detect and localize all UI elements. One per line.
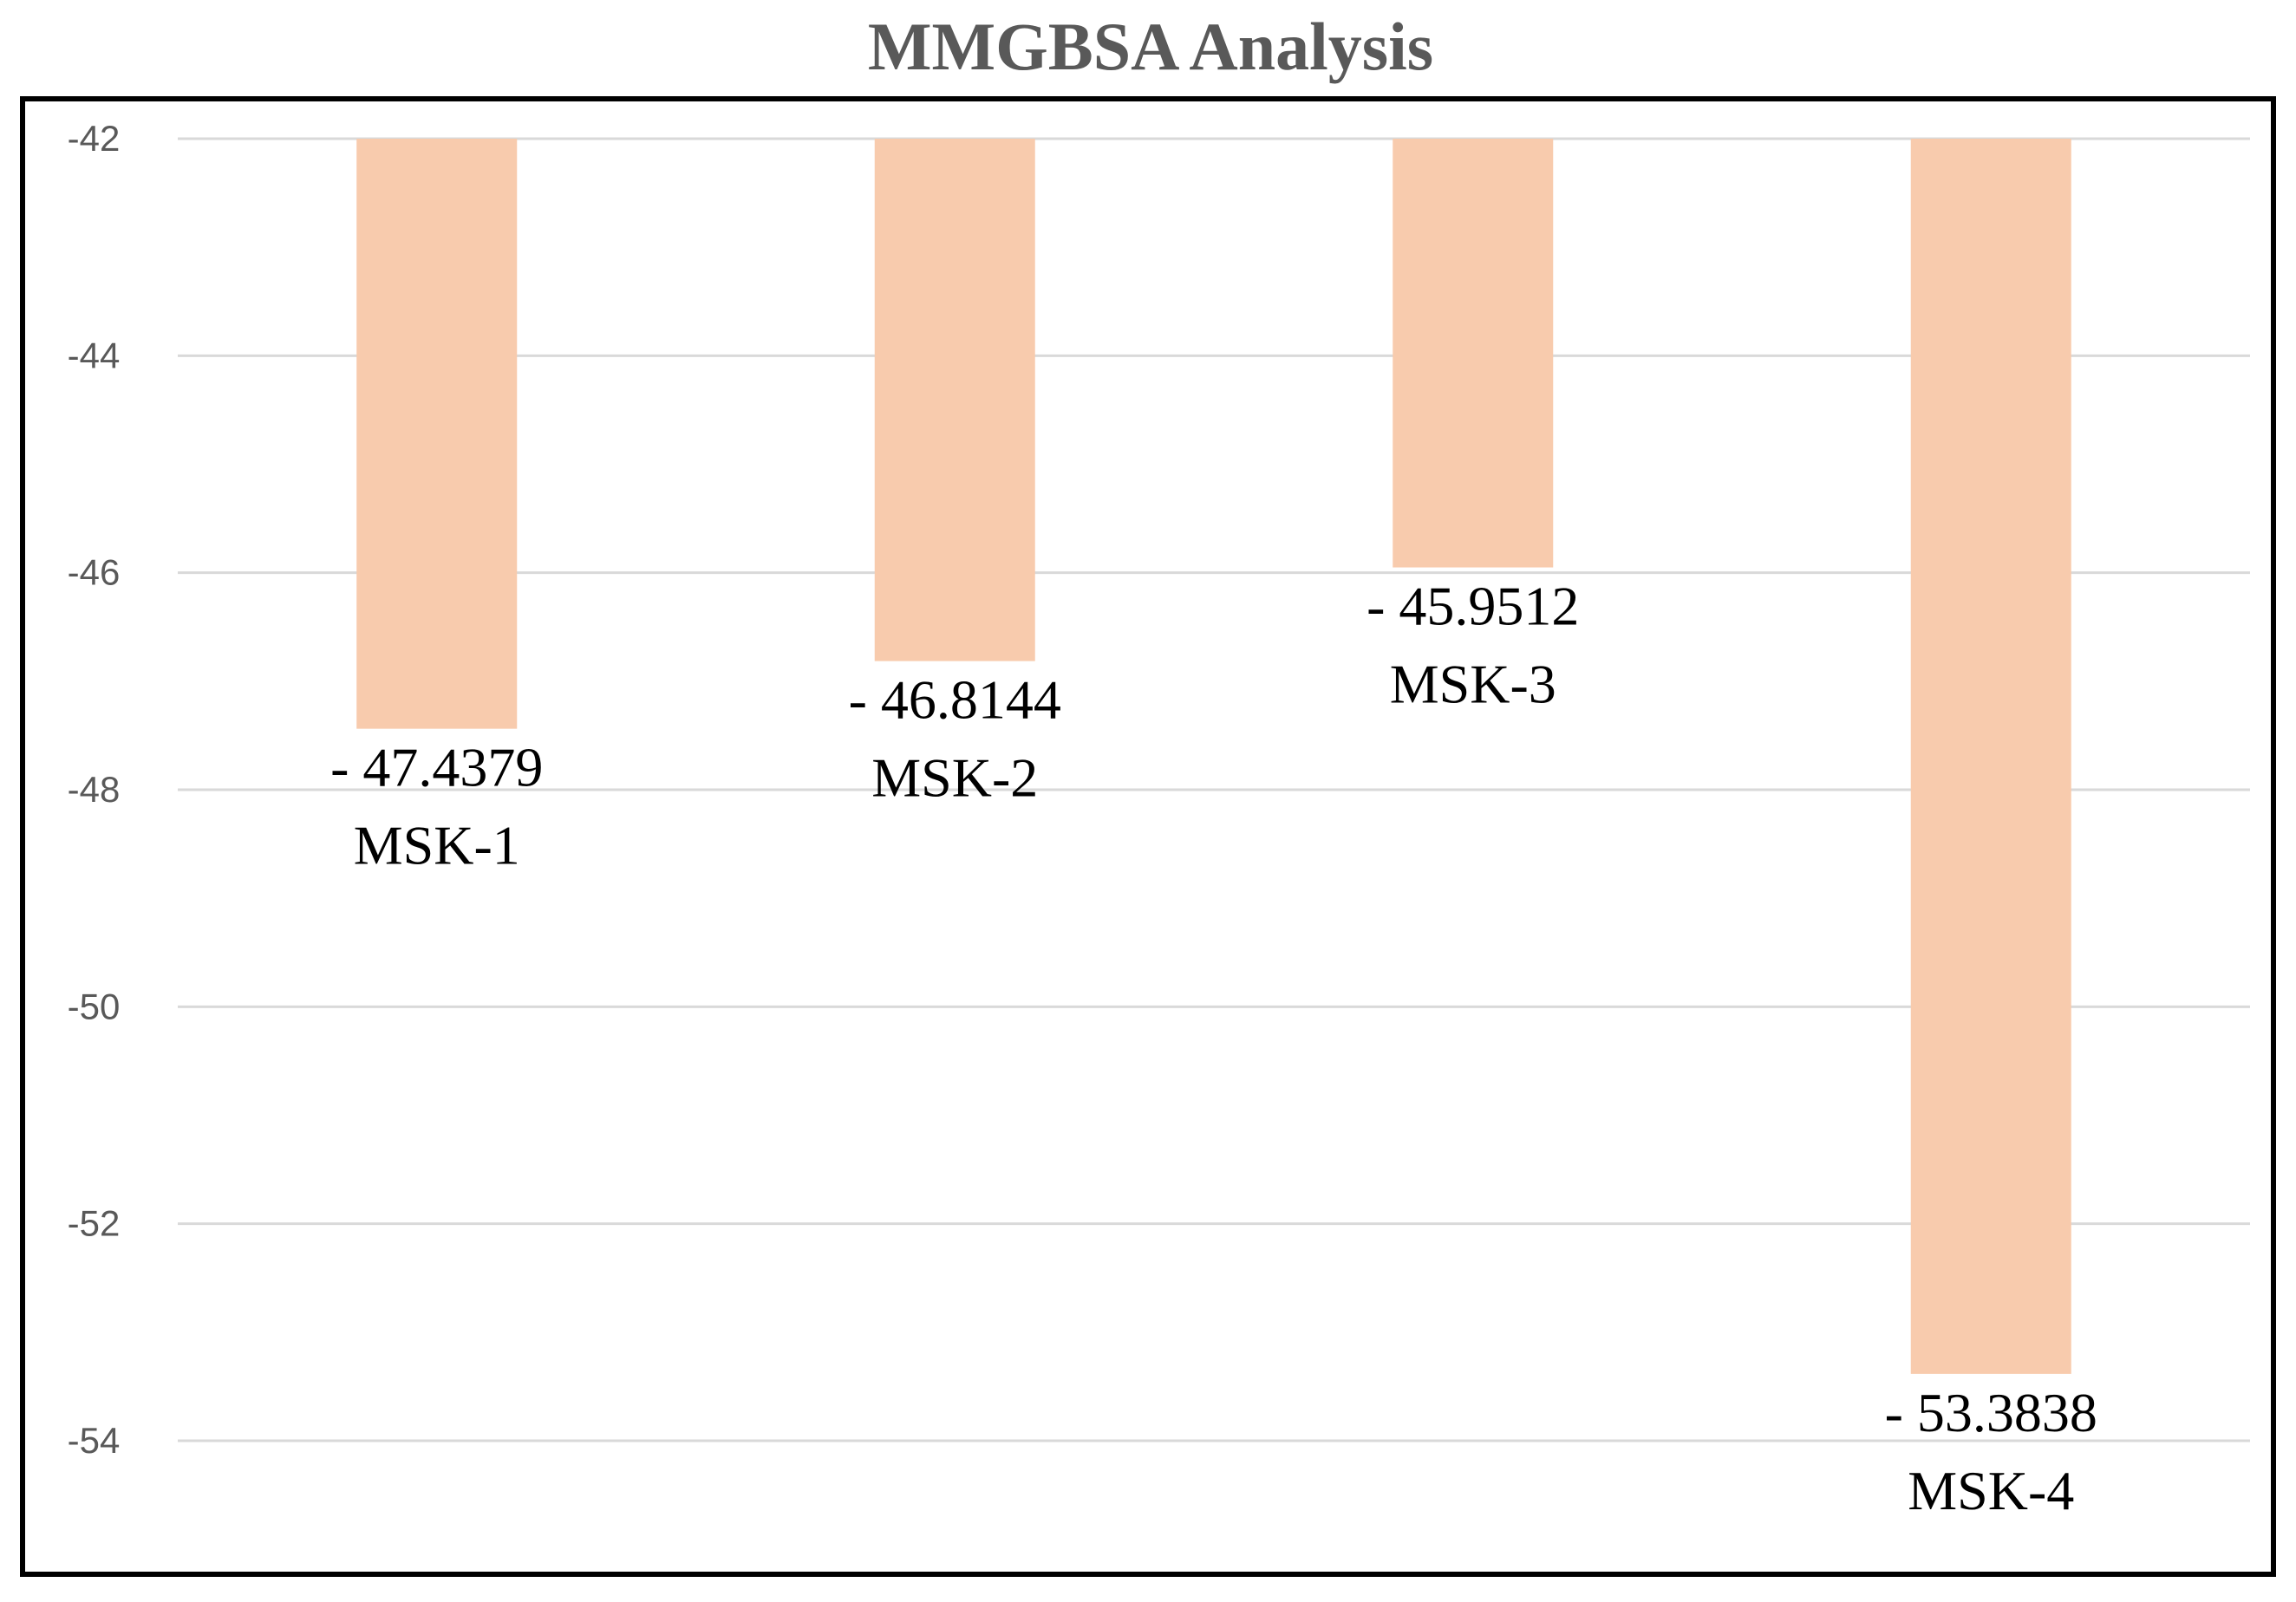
y-tick-label: -44 bbox=[68, 335, 121, 375]
data-label-category: MSK-1 bbox=[354, 815, 520, 876]
y-tick-label: -46 bbox=[68, 552, 121, 593]
chart-title: MMGBSA Analysis bbox=[868, 9, 1433, 84]
bar-msk-2 bbox=[874, 139, 1035, 661]
data-label-value: - 47.4379 bbox=[330, 737, 543, 798]
y-tick-label: -48 bbox=[68, 769, 121, 810]
data-label-category: MSK-4 bbox=[1908, 1460, 2074, 1521]
data-labels: - 47.4379 MSK-1 - 46.8144 MSK-2 - 45.9512 MSK… bbox=[330, 576, 2097, 1521]
y-tick-label: -54 bbox=[68, 1420, 121, 1461]
y-axis-ticks: -42 -44 -46 -48 -50 -52 -54 bbox=[68, 118, 121, 1461]
bars bbox=[356, 139, 2071, 1374]
y-tick-label: -42 bbox=[68, 118, 121, 159]
data-label-value: - 46.8144 bbox=[849, 669, 1061, 731]
data-label-value: - 45.9512 bbox=[1367, 576, 1579, 637]
gridlines bbox=[178, 137, 2250, 1442]
data-label-value: - 53.3838 bbox=[1885, 1382, 2097, 1443]
chart-frame bbox=[20, 96, 2276, 1577]
y-tick-label: -52 bbox=[68, 1203, 121, 1244]
bar-msk-4 bbox=[1910, 139, 2071, 1374]
bar-msk-3 bbox=[1393, 139, 1554, 568]
data-label-category: MSK-3 bbox=[1390, 654, 1556, 715]
data-label-category: MSK-2 bbox=[871, 747, 1038, 809]
bar-msk-1 bbox=[356, 139, 518, 729]
y-tick-label: -50 bbox=[68, 986, 121, 1026]
